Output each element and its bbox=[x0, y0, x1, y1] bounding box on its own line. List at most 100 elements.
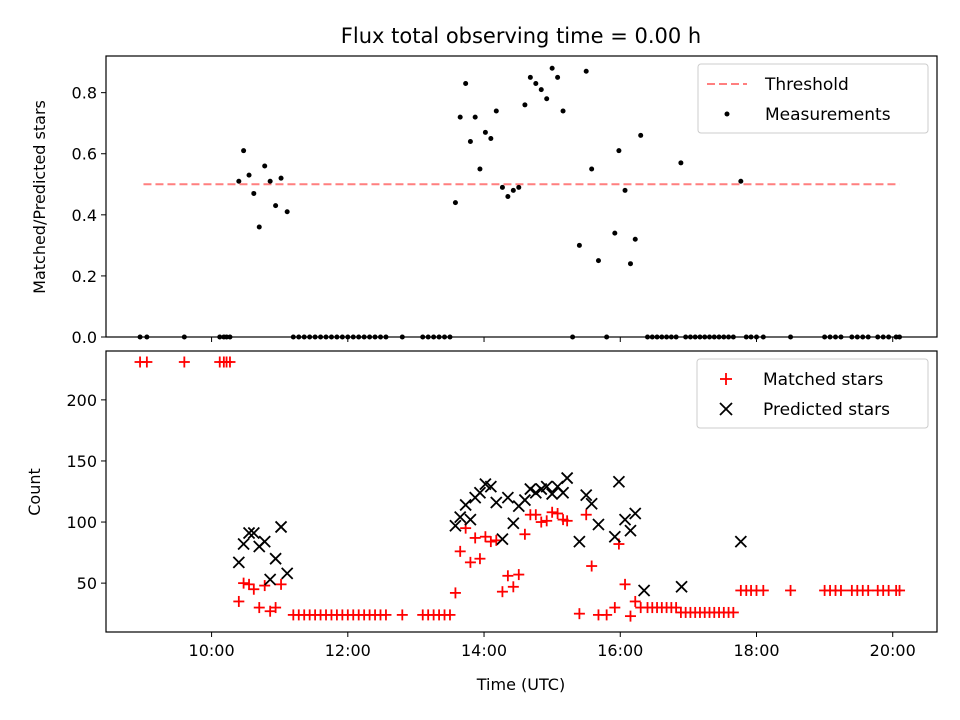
matched-star-point bbox=[496, 586, 508, 598]
predicted-star-point bbox=[454, 511, 467, 524]
x-tick-label: 14:00 bbox=[461, 641, 507, 660]
measurement-point bbox=[273, 203, 279, 209]
matched-star-point bbox=[253, 602, 265, 614]
matched-star-point bbox=[609, 602, 621, 614]
matched-star-point bbox=[380, 609, 392, 621]
matched-star-point bbox=[224, 356, 236, 368]
top-y-tick-label: 0.2 bbox=[72, 267, 97, 286]
bottom-y-tick-label: 50 bbox=[77, 574, 97, 593]
matched-star-point bbox=[444, 609, 456, 621]
measurement-point bbox=[452, 200, 458, 206]
matched-star-point bbox=[270, 602, 282, 614]
predicted-star-point bbox=[518, 493, 532, 507]
predicted-star-point bbox=[592, 518, 605, 531]
measurement-point bbox=[477, 166, 483, 172]
matched-star-point bbox=[502, 570, 514, 582]
top-y-tick-label: 0.0 bbox=[72, 328, 97, 347]
x-tick-label: 18:00 bbox=[733, 641, 779, 660]
predicted-star-point bbox=[464, 513, 477, 526]
bottom-y-tick-label: 200 bbox=[66, 391, 97, 410]
predicted-star-point bbox=[637, 584, 651, 597]
top-chart-title: Flux total observing time = 0.00 h bbox=[341, 24, 701, 48]
predicted-star-point bbox=[529, 486, 542, 499]
predicted-star-point bbox=[242, 526, 256, 540]
predicted-star-point bbox=[232, 556, 245, 569]
matched-star-point bbox=[233, 595, 245, 607]
predicted-star-point bbox=[618, 513, 632, 526]
matched-star-point bbox=[464, 556, 476, 568]
x-tick-label: 10:00 bbox=[189, 641, 235, 660]
predicted-star-point bbox=[484, 480, 497, 493]
matched-star-point bbox=[835, 584, 847, 596]
bottom-y-tick-label: 150 bbox=[66, 452, 97, 471]
measurement-point bbox=[622, 187, 628, 193]
matched-star-point bbox=[519, 528, 531, 540]
bottom-legend: Matched stars Predicted stars bbox=[696, 358, 929, 429]
predicted-star-point bbox=[490, 496, 503, 509]
measurement-point bbox=[251, 190, 257, 196]
matched-star-point bbox=[507, 581, 519, 593]
predicted-star-point bbox=[264, 573, 277, 586]
measurement-point bbox=[576, 242, 582, 248]
measurement-point bbox=[262, 163, 268, 169]
matched-star-point bbox=[259, 580, 271, 592]
matched-star-point bbox=[619, 578, 631, 590]
measurement-point bbox=[241, 148, 247, 154]
predicted-star-point bbox=[556, 486, 570, 499]
predicted-star-point bbox=[496, 533, 509, 546]
matched-star-point bbox=[561, 515, 573, 527]
top-legend-box bbox=[697, 63, 929, 134]
matched-star-point bbox=[629, 595, 641, 607]
predicted-star-point bbox=[734, 535, 747, 548]
legend-predicted-label: Predicted stars bbox=[763, 400, 890, 420]
measurement-point bbox=[493, 108, 499, 114]
predicted-star-point bbox=[612, 475, 626, 488]
matched-star-point bbox=[178, 356, 190, 368]
bottom-y-tick-label: 100 bbox=[66, 513, 97, 532]
predicted-star-point bbox=[585, 497, 598, 510]
top-y-tick-label: 0.6 bbox=[72, 145, 97, 164]
bottom-y-axis-label: Count bbox=[25, 468, 44, 516]
predicted-star-point bbox=[624, 524, 637, 537]
legend-measurements-label: Measurements bbox=[765, 105, 891, 125]
measurement-point bbox=[538, 87, 544, 93]
top-y-axis-label: Matched/Predicted stars bbox=[30, 100, 49, 294]
top-legend: Threshold Measurements bbox=[697, 63, 929, 134]
predicted-star-point bbox=[675, 580, 688, 593]
predicted-star-point bbox=[629, 507, 642, 520]
matched-star-point bbox=[862, 584, 874, 596]
measurement-point bbox=[256, 224, 262, 230]
bottom-axis-ticks: 10:00 12:00 14:00 16:00 18:00 20:00 50 100 150 20… bbox=[66, 391, 915, 660]
predicted-star-point bbox=[507, 517, 520, 530]
predicted-star-point bbox=[540, 480, 553, 493]
measurement-point bbox=[544, 96, 550, 102]
matched-star-point bbox=[141, 356, 153, 368]
measurement-point bbox=[457, 114, 463, 120]
measurement-point bbox=[246, 172, 252, 178]
predicted-star-point bbox=[473, 486, 487, 499]
measurement-point bbox=[560, 108, 566, 114]
top-axis-ticks: 0.0 0.2 0.4 0.6 0.8 bbox=[72, 84, 894, 347]
measurement-point bbox=[616, 148, 622, 154]
measurement-point bbox=[533, 80, 539, 86]
measurement-point bbox=[612, 230, 618, 236]
measurement-point bbox=[589, 166, 595, 172]
measurement-point bbox=[284, 209, 290, 215]
predicted-star-point bbox=[580, 489, 593, 502]
matched-star-point bbox=[238, 577, 250, 589]
matched-star-point bbox=[586, 560, 598, 572]
top-y-tick-label: 0.8 bbox=[72, 84, 97, 103]
matched-star-point bbox=[757, 584, 769, 596]
top-y-tick-label: 0.4 bbox=[72, 206, 97, 225]
predicted-star-point bbox=[274, 520, 288, 534]
matched-star-point bbox=[541, 515, 553, 527]
measurement-point bbox=[678, 160, 684, 166]
predicted-star-point bbox=[573, 535, 586, 548]
measurement-point bbox=[516, 184, 522, 190]
measurement-point bbox=[499, 184, 505, 190]
predicted-star-point bbox=[281, 567, 294, 580]
matched-star-point bbox=[580, 509, 592, 521]
x-tick-label: 16:00 bbox=[597, 641, 643, 660]
matched-star-point bbox=[396, 609, 408, 621]
